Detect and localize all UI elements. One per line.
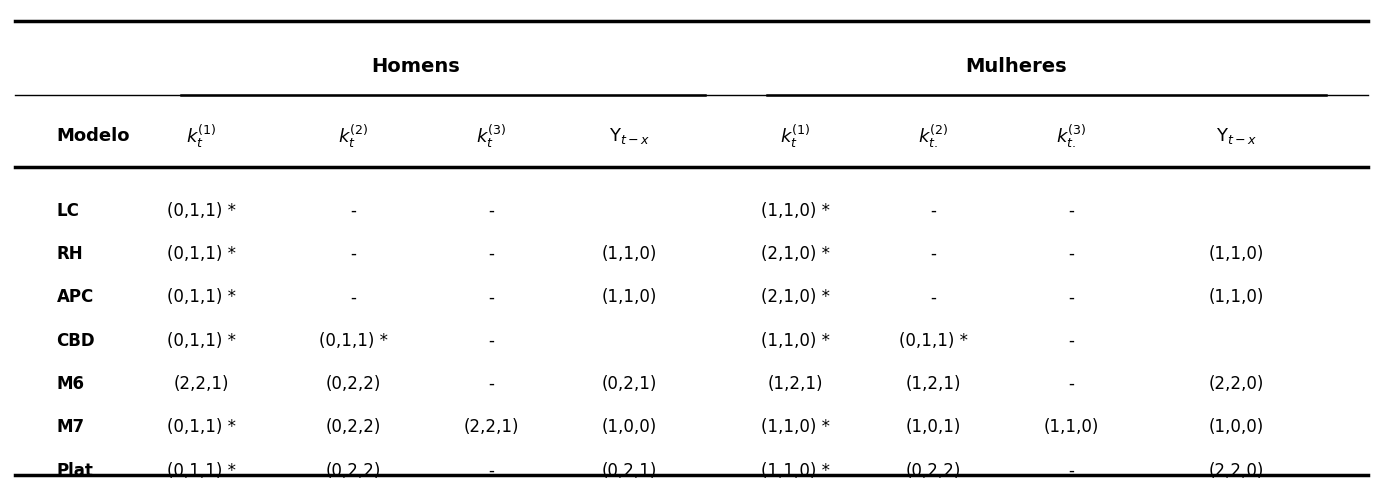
Text: (0,2,1): (0,2,1)	[602, 375, 657, 393]
Text: (0,2,2): (0,2,2)	[325, 375, 382, 393]
Text: $k_t^{(2)}$: $k_t^{(2)}$	[337, 122, 369, 150]
Text: (0,2,2): (0,2,2)	[325, 418, 382, 436]
Text: Homens: Homens	[371, 57, 459, 76]
Text: (0,1,1) *: (0,1,1) *	[167, 462, 236, 480]
Text: (1,2,1): (1,2,1)	[906, 375, 961, 393]
Text: (1,1,0) *: (1,1,0) *	[761, 462, 830, 480]
Text: -: -	[350, 245, 357, 263]
Text: -: -	[488, 202, 494, 220]
Text: (2,2,0): (2,2,0)	[1209, 462, 1264, 480]
Text: $\Upsilon_{t-x}$: $\Upsilon_{t-x}$	[1216, 126, 1257, 146]
Text: -: -	[1068, 462, 1075, 480]
Text: Plat: Plat	[57, 462, 94, 480]
Text: (1,0,0): (1,0,0)	[602, 418, 657, 436]
Text: $k_t^{(1)}$: $k_t^{(1)}$	[187, 122, 217, 150]
Text: (2,2,1): (2,2,1)	[174, 375, 230, 393]
Text: -: -	[931, 288, 936, 306]
Text: (2,1,0) *: (2,1,0) *	[761, 288, 830, 306]
Text: -: -	[1068, 375, 1075, 393]
Text: (1,1,0): (1,1,0)	[602, 245, 657, 263]
Text: (0,1,1) *: (0,1,1) *	[899, 332, 968, 349]
Text: (0,1,1) *: (0,1,1) *	[167, 202, 236, 220]
Text: LC: LC	[57, 202, 79, 220]
Text: (1,2,1): (1,2,1)	[768, 375, 823, 393]
Text: RH: RH	[57, 245, 83, 263]
Text: -: -	[1068, 332, 1075, 349]
Text: -: -	[931, 202, 936, 220]
Text: (0,2,2): (0,2,2)	[906, 462, 961, 480]
Text: -: -	[350, 202, 357, 220]
Text: -: -	[488, 375, 494, 393]
Text: $k_{t.}^{(2)}$: $k_{t.}^{(2)}$	[918, 122, 949, 150]
Text: (1,0,1): (1,0,1)	[906, 418, 961, 436]
Text: -: -	[488, 332, 494, 349]
Text: APC: APC	[57, 288, 94, 306]
Text: (2,1,0) *: (2,1,0) *	[761, 245, 830, 263]
Text: -: -	[1068, 288, 1075, 306]
Text: (1,1,0): (1,1,0)	[1043, 418, 1098, 436]
Text: -: -	[488, 245, 494, 263]
Text: -: -	[488, 462, 494, 480]
Text: (1,1,0) *: (1,1,0) *	[761, 418, 830, 436]
Text: (0,2,2): (0,2,2)	[325, 462, 382, 480]
Text: (0,1,1) *: (0,1,1) *	[319, 332, 387, 349]
Text: (1,1,0) *: (1,1,0) *	[761, 332, 830, 349]
Text: (2,2,1): (2,2,1)	[463, 418, 519, 436]
Text: M6: M6	[57, 375, 84, 393]
Text: (1,0,0): (1,0,0)	[1209, 418, 1264, 436]
Text: -: -	[350, 288, 357, 306]
Text: $k_{t.}^{(3)}$: $k_{t.}^{(3)}$	[1055, 122, 1086, 150]
Text: (0,2,1): (0,2,1)	[602, 462, 657, 480]
Text: CBD: CBD	[57, 332, 95, 349]
Text: -: -	[488, 288, 494, 306]
Text: (1,1,0): (1,1,0)	[1209, 245, 1264, 263]
Text: $k_t^{(3)}$: $k_t^{(3)}$	[476, 122, 506, 150]
Text: $k_t^{(1)}$: $k_t^{(1)}$	[780, 122, 810, 150]
Text: -: -	[1068, 202, 1075, 220]
Text: Mulheres: Mulheres	[965, 57, 1066, 76]
Text: (1,1,0): (1,1,0)	[602, 288, 657, 306]
Text: (0,1,1) *: (0,1,1) *	[167, 288, 236, 306]
Text: -: -	[931, 245, 936, 263]
Text: (0,1,1) *: (0,1,1) *	[167, 418, 236, 436]
Text: $\Upsilon_{t-x}$: $\Upsilon_{t-x}$	[609, 126, 650, 146]
Text: M7: M7	[57, 418, 84, 436]
Text: Modelo: Modelo	[57, 127, 130, 145]
Text: (1,1,0) *: (1,1,0) *	[761, 202, 830, 220]
Text: (0,1,1) *: (0,1,1) *	[167, 332, 236, 349]
Text: -: -	[1068, 245, 1075, 263]
Text: (0,1,1) *: (0,1,1) *	[167, 245, 236, 263]
Text: (1,1,0): (1,1,0)	[1209, 288, 1264, 306]
Text: (2,2,0): (2,2,0)	[1209, 375, 1264, 393]
